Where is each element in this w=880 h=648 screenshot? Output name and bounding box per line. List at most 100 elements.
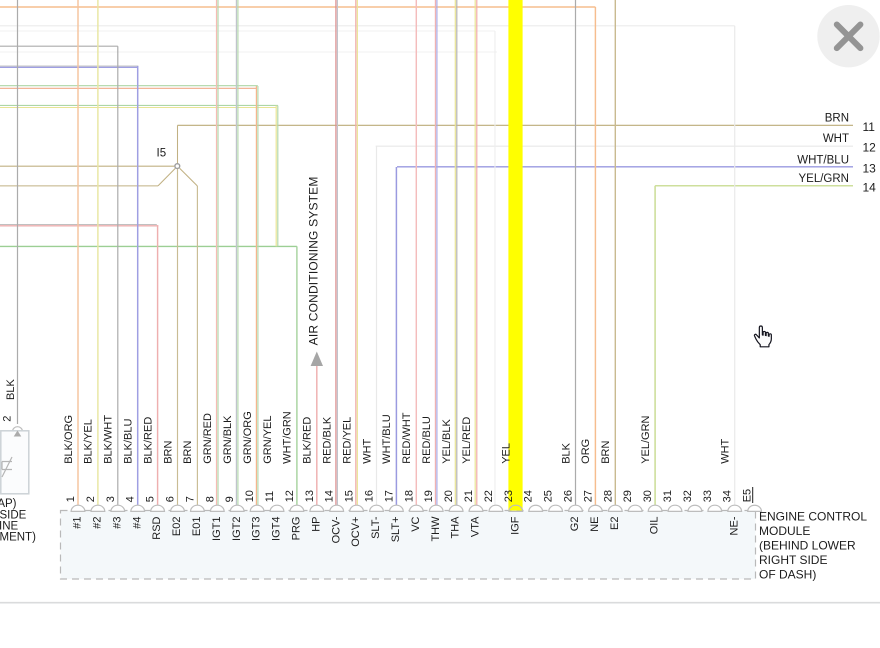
svg-text:17: 17 (383, 490, 395, 502)
svg-text:32: 32 (682, 490, 694, 502)
svg-text:VAP): VAP) (0, 498, 17, 510)
svg-text:BLK/RED: BLK/RED (142, 417, 154, 464)
svg-text:26: 26 (563, 490, 575, 502)
svg-text:BRN: BRN (600, 441, 612, 464)
svg-text:E2: E2 (609, 517, 621, 530)
svg-text:#1: #1 (72, 517, 84, 529)
svg-text:NE-: NE- (728, 516, 740, 535)
svg-text:2: 2 (2, 416, 14, 422)
svg-text:RSD: RSD (151, 516, 163, 539)
svg-text:ENGINE CONTROL: ENGINE CONTROL (759, 510, 867, 524)
svg-text:BLK/BLU: BLK/BLU (123, 418, 135, 463)
svg-text:YEL/GRN: YEL/GRN (799, 173, 850, 185)
svg-text:IGT4: IGT4 (271, 517, 283, 541)
svg-text:ORG: ORG (580, 439, 592, 464)
svg-text:E5: E5 (742, 489, 754, 502)
svg-text:THW: THW (430, 516, 442, 542)
svg-text:24: 24 (523, 490, 535, 502)
svg-text:1: 1 (65, 496, 77, 502)
svg-text:VC: VC (410, 516, 422, 531)
svg-text:BLK/ORG: BLK/ORG (63, 415, 75, 464)
svg-text:OCV-: OCV- (330, 516, 342, 543)
svg-text:16: 16 (364, 490, 376, 502)
svg-text:YEL: YEL (501, 443, 513, 464)
svg-text:9: 9 (224, 496, 236, 502)
svg-text:33: 33 (702, 490, 714, 502)
svg-text:BRN: BRN (162, 441, 174, 464)
svg-text:E01: E01 (191, 517, 203, 537)
svg-text:25: 25 (543, 490, 555, 502)
svg-text:SIDE: SIDE (0, 510, 27, 522)
svg-text:5: 5 (145, 496, 157, 502)
svg-text:15: 15 (344, 490, 356, 502)
svg-text:YEL/RED: YEL/RED (461, 417, 473, 464)
svg-text:SLT-: SLT- (370, 516, 382, 539)
svg-text:IGF: IGF (509, 516, 521, 535)
svg-text:30: 30 (642, 490, 654, 502)
svg-text:#3: #3 (111, 517, 123, 529)
svg-text:BLK: BLK (560, 442, 572, 463)
svg-text:AIR CONDITIONING SYSTEM: AIR CONDITIONING SYSTEM (307, 176, 321, 345)
svg-text:8: 8 (204, 496, 216, 502)
svg-text:THA: THA (450, 516, 462, 539)
svg-text:RED/BLU: RED/BLU (421, 416, 433, 464)
svg-text:13: 13 (863, 161, 877, 175)
svg-text:21: 21 (463, 490, 475, 502)
svg-text:IGT1: IGT1 (211, 517, 223, 541)
svg-text:22: 22 (483, 490, 495, 502)
svg-text:4: 4 (125, 496, 137, 502)
svg-text:31: 31 (662, 490, 674, 502)
svg-text:RED/BLK: RED/BLK (322, 416, 334, 464)
svg-text:2: 2 (85, 496, 97, 502)
svg-text:28: 28 (602, 490, 614, 502)
svg-text:BLK/WHT: BLK/WHT (103, 415, 115, 464)
svg-text:14: 14 (863, 180, 877, 194)
svg-text:GRN/BLK: GRN/BLK (222, 415, 234, 464)
svg-text:INE: INE (0, 521, 19, 533)
svg-text:OCV+: OCV+ (350, 517, 362, 547)
svg-text:6: 6 (165, 496, 177, 502)
svg-text:13: 13 (304, 490, 316, 502)
svg-text:YEL/BLK: YEL/BLK (441, 418, 453, 463)
svg-text:18: 18 (403, 490, 415, 502)
svg-text:RED/YEL: RED/YEL (341, 417, 353, 464)
svg-text:#2: #2 (92, 517, 104, 529)
svg-text:12: 12 (863, 140, 877, 154)
svg-text:WHT/GRN: WHT/GRN (282, 411, 294, 464)
svg-text:BRN: BRN (182, 441, 194, 464)
svg-text:BRN: BRN (825, 112, 849, 124)
svg-text:RED/WHT: RED/WHT (401, 412, 413, 464)
svg-text:YEL/GRN: YEL/GRN (640, 415, 652, 463)
svg-text:GRN/ORG: GRN/ORG (242, 411, 254, 464)
svg-text:10: 10 (244, 490, 256, 502)
svg-text:RIGHT SIDE: RIGHT SIDE (759, 553, 827, 567)
svg-text:PRG: PRG (291, 517, 303, 541)
svg-text:OIL: OIL (649, 517, 661, 535)
svg-text:WHT: WHT (720, 438, 732, 463)
svg-text:20: 20 (443, 490, 455, 502)
svg-text:27: 27 (582, 490, 594, 502)
svg-text:3: 3 (105, 496, 117, 502)
svg-text:29: 29 (622, 490, 634, 502)
svg-text:11: 11 (863, 120, 876, 134)
svg-text:34: 34 (722, 490, 734, 502)
svg-text:I5: I5 (157, 148, 167, 160)
svg-text:OF DASH): OF DASH) (759, 568, 816, 582)
svg-text:7: 7 (184, 496, 196, 502)
svg-text:BLK: BLK (5, 379, 17, 400)
svg-text:MODULE: MODULE (759, 524, 810, 538)
svg-text:BLK/YEL: BLK/YEL (83, 419, 95, 464)
svg-text:23: 23 (503, 490, 515, 502)
svg-text:12: 12 (284, 490, 296, 502)
svg-text:VTA: VTA (470, 516, 482, 537)
svg-text:(BEHIND LOWER: (BEHIND LOWER (759, 539, 856, 553)
svg-text:NE: NE (589, 517, 601, 532)
svg-text:IGT3: IGT3 (251, 517, 263, 541)
svg-text:IGT2: IGT2 (231, 517, 243, 541)
svg-text:WHT/BLU: WHT/BLU (381, 414, 393, 464)
svg-text:HP: HP (310, 517, 322, 532)
svg-text:WHT/BLU: WHT/BLU (797, 154, 849, 166)
svg-text:BLK/RED: BLK/RED (302, 417, 314, 464)
svg-text:11: 11 (264, 491, 276, 502)
svg-text:14: 14 (324, 490, 336, 502)
